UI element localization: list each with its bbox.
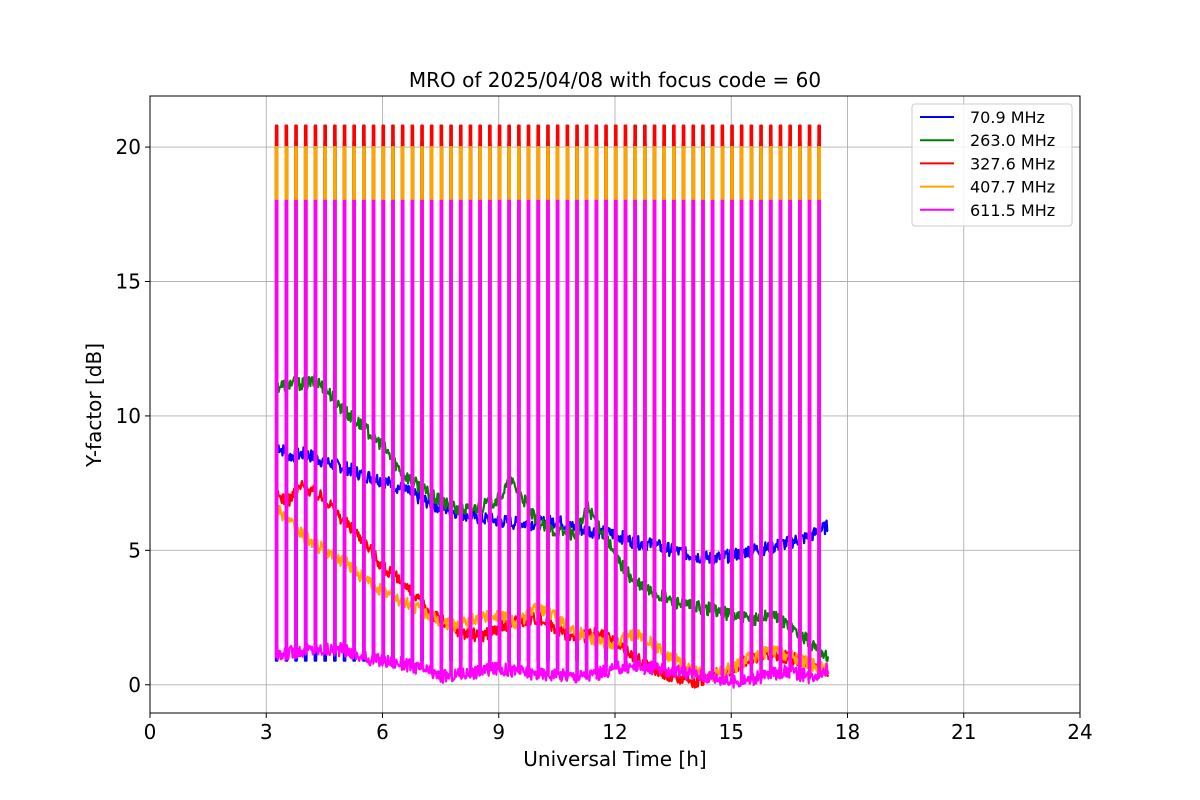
y-tick-label: 20 <box>116 135 141 159</box>
x-tick-label: 0 <box>144 720 157 744</box>
legend-label: 70.9 MHz <box>970 108 1045 127</box>
chart-title: MRO of 2025/04/08 with focus code = 60 <box>409 68 821 92</box>
legend-box <box>911 103 1073 227</box>
legend-label: 327.6 MHz <box>970 154 1055 173</box>
x-tick-label: 12 <box>602 720 627 744</box>
series-layer <box>274 124 830 689</box>
y-tick-label: 0 <box>128 673 141 697</box>
x-tick-label: 18 <box>835 720 860 744</box>
y-axis-label: Y-factor [dB] <box>82 343 106 468</box>
x-tick-label: 3 <box>260 720 273 744</box>
series-line <box>274 140 830 663</box>
x-axis-ticks: 0 3 6 9 12 15 18 21 24 <box>144 713 1093 744</box>
x-tick-label: 9 <box>492 720 505 744</box>
legend: 70.9 MHz 263.0 MHz 327.6 MHz 407.7 MHz 611.5… <box>911 103 1073 227</box>
series-line <box>274 146 830 683</box>
x-tick-label: 15 <box>719 720 744 744</box>
series-line <box>274 199 830 689</box>
x-tick-label: 24 <box>1067 720 1092 744</box>
x-tick-label: 21 <box>951 720 976 744</box>
y-axis-ticks: 0 5 10 15 20 <box>116 135 150 697</box>
x-tick-label: 6 <box>376 720 389 744</box>
legend-label: 263.0 MHz <box>970 131 1055 150</box>
y-tick-label: 5 <box>128 538 141 562</box>
y-tick-label: 10 <box>116 404 141 428</box>
legend-label: 611.5 MHz <box>970 201 1055 220</box>
y-tick-label: 15 <box>116 270 141 294</box>
legend-label: 407.7 MHz <box>970 178 1055 197</box>
x-axis-label: Universal Time [h] <box>523 747 706 771</box>
